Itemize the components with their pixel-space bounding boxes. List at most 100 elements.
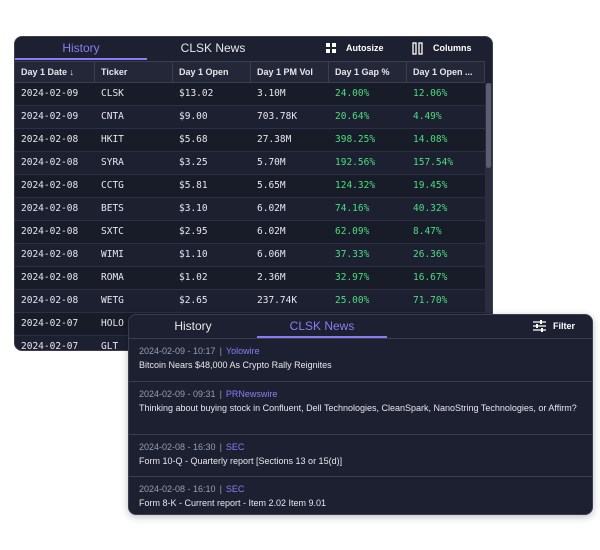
table-cell: 2024-02-09 (21, 88, 79, 99)
table-cell: 19.45% (413, 180, 448, 191)
table-cell: $9.00 (179, 111, 208, 122)
table-cell: 2024-02-08 (21, 134, 79, 145)
table-row: 2024-02-09 CLSK $13.02 3.10M 24.00% 12.06% (15, 83, 485, 106)
news-date: 2024-02-08 - 16:30 (139, 442, 216, 452)
table-cell: 14.08% (413, 134, 448, 145)
table-cell: 25.00% (335, 295, 370, 306)
scroll-thumb[interactable] (486, 83, 491, 168)
table-cell: 71.70% (413, 295, 448, 306)
tab[interactable]: History (15, 37, 147, 60)
table-cell: WETG (101, 295, 124, 306)
filter-button[interactable]: Filter (553, 321, 576, 331)
column-header[interactable]: Day 1 PM Vol (251, 62, 329, 83)
column-header[interactable]: Day 1 Date ↓ (15, 62, 95, 83)
tab[interactable]: History (174, 319, 212, 333)
table-row: 2024-02-08 ROMA $1.02 2.36M 32.97% 16.67% (15, 267, 485, 290)
news-panel: History CLSK News Filter 2024-02-09 - 10… (128, 314, 593, 515)
tab[interactable]: CLSK News (180, 41, 246, 55)
separator: | (219, 442, 222, 452)
table-cell: 26.36% (413, 249, 448, 260)
table-cell: 2024-02-08 (21, 203, 79, 214)
separator: | (219, 484, 222, 494)
table-cell: 16.67% (413, 272, 448, 283)
news-headline: Thinking about buying stock in Confluent… (139, 403, 577, 413)
news-headline: Form 8-K - Current report - Item 2.02 It… (139, 498, 327, 508)
table-cell: HOLO (101, 318, 124, 329)
news-item[interactable]: 2024-02-08 - 16:30 | SEC Form 10-Q - Quarte… (129, 434, 592, 473)
table-cell: 2.36M (257, 272, 286, 283)
table-cell: $1.10 (179, 249, 208, 260)
news-item[interactable]: 2024-02-08 - 16:10 | SEC Form 8-K - Current… (129, 476, 592, 514)
table-cell: 703.78K (257, 111, 298, 122)
table-row: 2024-02-08 WETG $2.65 237.74K 25.00% 71.70% (15, 290, 485, 313)
table-cell: 2024-02-07 (21, 341, 79, 351)
news-date: 2024-02-08 - 16:10 (139, 484, 216, 494)
table-cell: 124.32% (335, 180, 376, 191)
table-cell: 2024-02-08 (21, 157, 79, 168)
tab[interactable]: CLSK News (257, 315, 387, 338)
table-cell: $1.02 (179, 272, 208, 283)
table-cell: 2024-02-07 (21, 318, 79, 329)
table-row: 2024-02-08 BETS $3.10 6.02M 74.16% 40.32% (15, 198, 485, 221)
news-date: 2024-02-09 - 09:31 (139, 389, 216, 399)
column-header[interactable]: Ticker (95, 62, 173, 83)
separator: | (219, 389, 222, 399)
autosize-button[interactable]: Autosize (346, 43, 384, 53)
table-cell: $5.68 (179, 134, 208, 145)
table-row: 2024-02-08 WIMI $1.10 6.06M 37.33% 26.36% (15, 244, 485, 267)
table-header: Day 1 Date ↓ Ticker Day 1 Open Day 1 PM Vol… (15, 61, 485, 83)
table-cell: ROMA (101, 272, 124, 283)
news-source: SEC (225, 484, 245, 494)
table-cell: 8.47% (413, 226, 442, 237)
table-row: 2024-02-08 HKIT $5.68 27.38M 398.25% 14.08% (15, 129, 485, 152)
table-cell: BETS (101, 203, 124, 214)
table-cell: 398.25% (335, 134, 376, 145)
table-cell: WIMI (101, 249, 124, 260)
table-cell: 2024-02-08 (21, 249, 79, 260)
table-row: 2024-02-08 SXTC $2.95 6.02M 62.09% 8.47% (15, 221, 485, 244)
table-cell: GLT (101, 341, 119, 351)
table-row: 2024-02-09 CNTA $9.00 703.78K 20.64% 4.49% (15, 106, 485, 129)
table-cell: $3.25 (179, 157, 208, 168)
table-cell: 2024-02-08 (21, 272, 79, 283)
news-meta: 2024-02-09 - 09:31 | PRNewswire (139, 388, 582, 400)
table-cell: 157.54% (413, 157, 454, 168)
table-cell: 4.49% (413, 111, 442, 122)
columns-button[interactable]: Columns (433, 43, 472, 53)
columns-icon (412, 42, 423, 55)
table-cell: 20.64% (335, 111, 370, 122)
table-cell: 74.16% (335, 203, 370, 214)
table-cell: 237.74K (257, 295, 298, 306)
table-cell: CNTA (101, 111, 124, 122)
table-cell: 27.38M (257, 134, 292, 145)
table-cell: 32.97% (335, 272, 370, 283)
scrollbar (485, 83, 492, 350)
history-panel: History CLSK News Autosize Columns Day 1… (14, 36, 493, 351)
table-cell: 6.06M (257, 249, 286, 260)
table-cell: 6.02M (257, 203, 286, 214)
news-meta: 2024-02-08 - 16:30 | SEC (139, 441, 582, 453)
column-header[interactable]: Day 1 Open ... (407, 62, 485, 83)
news-source: SEC (225, 442, 245, 452)
table-cell: 6.02M (257, 226, 286, 237)
table-cell: $3.10 (179, 203, 208, 214)
news-meta: 2024-02-08 - 16:10 | SEC (139, 483, 582, 495)
table-cell: $2.95 (179, 226, 208, 237)
news-item[interactable]: 2024-02-09 - 10:17 | Yolowire Bitcoin Nears… (129, 338, 592, 377)
table-cell: 2024-02-09 (21, 111, 79, 122)
news-date: 2024-02-09 - 10:17 (139, 346, 216, 356)
news-source: PRNewswire (225, 389, 278, 399)
table-cell: $2.65 (179, 295, 208, 306)
news-item[interactable]: 2024-02-09 - 09:31 | PRNewswire Thinking ab… (129, 381, 592, 420)
table-row: 2024-02-08 SYRA $3.25 5.70M 192.56% 157.54% (15, 152, 485, 175)
column-header[interactable]: Day 1 Open (173, 62, 251, 83)
column-header[interactable]: Day 1 Gap % (329, 62, 407, 83)
table-cell: HKIT (101, 134, 124, 145)
news-source: Yolowire (225, 346, 260, 356)
table-cell: 40.32% (413, 203, 448, 214)
table-cell: 192.56% (335, 157, 376, 168)
table-cell: 5.70M (257, 157, 286, 168)
table-cell: 3.10M (257, 88, 286, 99)
table-cell: 2024-02-08 (21, 226, 79, 237)
